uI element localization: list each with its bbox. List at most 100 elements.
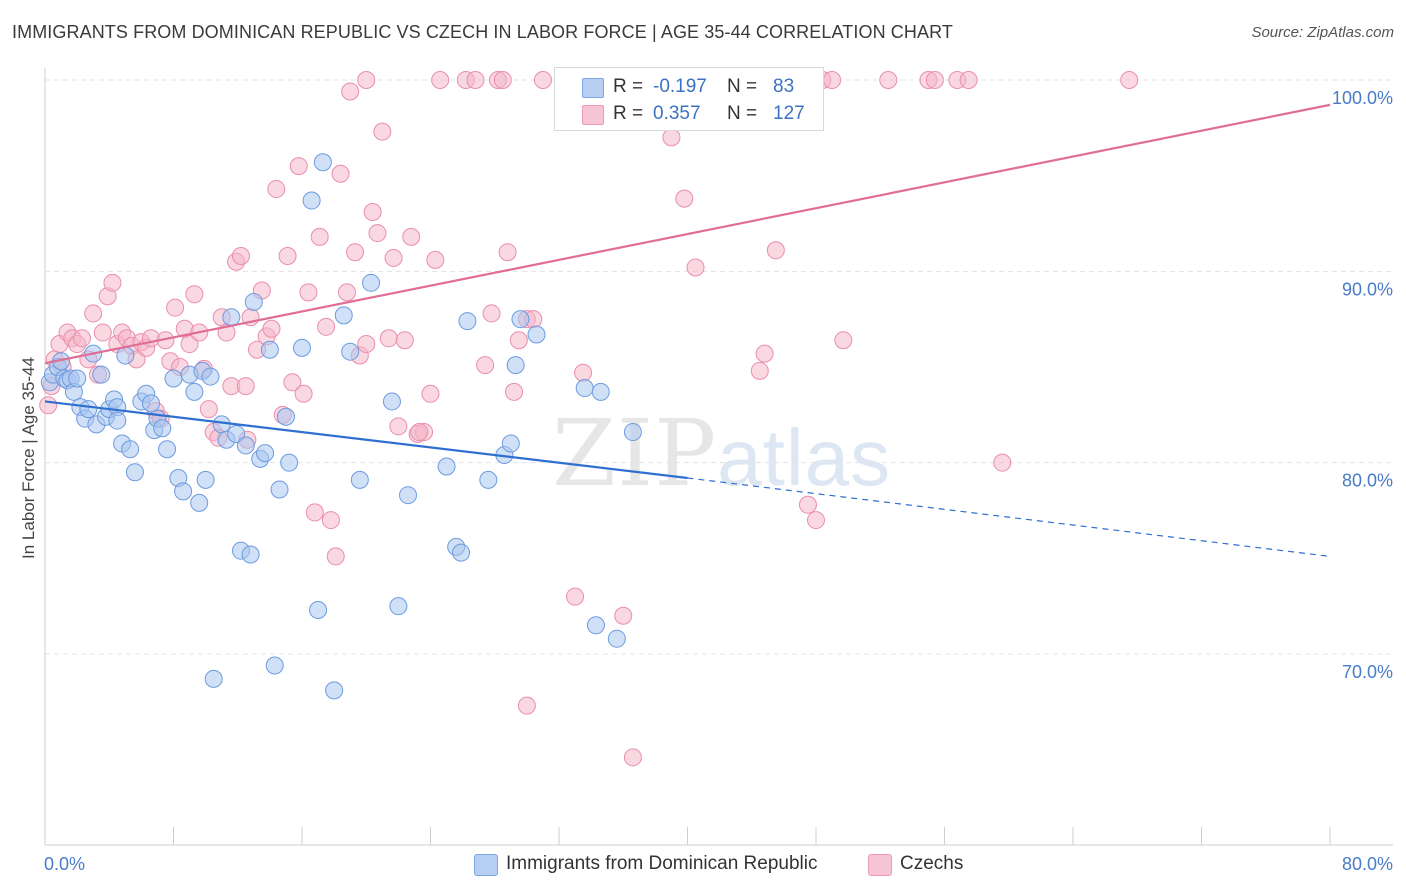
czechs-point <box>185 285 204 304</box>
axes <box>44 68 1393 846</box>
czechs-point <box>341 82 360 101</box>
legend-r-label: R = <box>613 76 644 97</box>
correlation-legend: R = -0.197 N = 83 R = 0.357 N = 127 <box>554 67 824 131</box>
czechs-point <box>337 283 356 302</box>
czechs-point <box>807 511 825 530</box>
dominican-point <box>204 669 223 688</box>
dominican-point <box>341 342 360 361</box>
dominican-point <box>309 600 328 619</box>
czechs-trend-line <box>44 103 1331 365</box>
czechs-point <box>662 128 681 147</box>
dominican-point <box>280 453 299 472</box>
watermark: ZIPatlas <box>552 400 892 507</box>
y-tick-label: 80.0% <box>1342 471 1393 491</box>
grid-lines <box>45 79 1393 655</box>
czechs-point <box>533 71 552 89</box>
czechs-points <box>39 71 1139 767</box>
dominican-point <box>479 470 498 489</box>
dominican-point <box>591 382 610 401</box>
czechs-point <box>517 696 536 715</box>
czechs-point <box>389 417 408 436</box>
czechs-point <box>373 122 392 141</box>
czechs-point <box>39 396 58 415</box>
czechs-point <box>834 331 853 350</box>
tick-labels: 70.0% 80.0% 90.0% 100.0% 0.0% 80.0% <box>44 88 1393 874</box>
dominican-point <box>313 153 332 172</box>
dominican-point <box>164 369 183 388</box>
czechs-point <box>431 71 450 89</box>
dominican-point <box>452 543 471 562</box>
dominican-point <box>302 191 321 210</box>
czechs-point <box>368 224 387 243</box>
czechs-point <box>395 331 414 350</box>
czechs-point <box>755 344 774 363</box>
dominican-point <box>190 493 209 512</box>
dominican-point <box>458 312 477 331</box>
czechs-point <box>426 250 445 269</box>
dominican-point <box>222 308 241 327</box>
dominican-point <box>350 470 369 489</box>
dominican-point <box>293 338 311 357</box>
bottom-legend-swatch-pink <box>868 854 892 876</box>
dominican-point <box>174 482 193 501</box>
dominican-point <box>506 356 525 375</box>
czechs-point <box>331 164 350 183</box>
czechs-point <box>103 273 122 292</box>
dominican-trend-line <box>44 400 688 480</box>
dominican-point <box>501 434 520 453</box>
dominican-point <box>68 369 87 388</box>
czechs-point <box>267 180 286 199</box>
dominican-point <box>153 419 172 438</box>
dominican-point <box>265 656 284 675</box>
bottom-legend-swatch-blue <box>474 854 498 876</box>
czechs-point <box>879 71 898 89</box>
czechs-point <box>959 71 978 89</box>
czechs-point <box>798 495 817 514</box>
dominican-point <box>437 457 456 476</box>
dominican-point <box>575 379 594 398</box>
czechs-point <box>72 329 91 348</box>
czechs-point <box>574 363 593 382</box>
czechs-point <box>166 298 185 317</box>
dominican-point <box>399 486 418 505</box>
dominican-point <box>212 415 231 434</box>
trend-lines <box>44 103 1331 558</box>
dominican-point <box>325 681 344 700</box>
dominican-point <box>270 480 289 499</box>
dominican-point <box>92 365 111 384</box>
dominican-point <box>260 340 279 359</box>
dominican-republic-points <box>40 153 642 700</box>
czechs-point <box>326 547 345 566</box>
dominican-point <box>116 346 135 365</box>
x-tick-label: 0.0% <box>44 854 85 874</box>
czechs-point <box>476 356 495 375</box>
czechs-point <box>363 203 382 222</box>
czechs-point <box>566 587 585 606</box>
dominican-point <box>121 440 140 459</box>
czechs-point <box>493 71 512 89</box>
dominican-point <box>276 407 295 426</box>
czechs-point <box>294 384 313 403</box>
czechs-point <box>283 373 302 392</box>
dominican-point <box>511 310 530 329</box>
legend-n-value: 83 <box>773 76 795 97</box>
legend-n-label: N = <box>727 76 758 97</box>
dominican-point <box>389 597 408 616</box>
czechs-point <box>357 335 376 354</box>
czechs-point <box>686 258 705 277</box>
dominican-point <box>125 463 144 482</box>
czechs-point <box>231 247 250 266</box>
czechs-point <box>421 384 440 403</box>
czechs-point <box>236 377 255 396</box>
dominican-point <box>108 411 127 430</box>
legend-r-label: R = <box>613 103 644 124</box>
czechs-point <box>84 304 103 323</box>
y-tick-label: 90.0% <box>1342 279 1393 299</box>
czechs-point <box>262 319 281 338</box>
chart-title: IMMIGRANTS FROM DOMINICAN REPUBLIC VS CZ… <box>12 22 953 42</box>
legend-swatch-blue <box>582 78 604 98</box>
dominican-point <box>241 545 260 564</box>
czechs-point <box>317 317 336 336</box>
czechs-point <box>750 361 769 380</box>
